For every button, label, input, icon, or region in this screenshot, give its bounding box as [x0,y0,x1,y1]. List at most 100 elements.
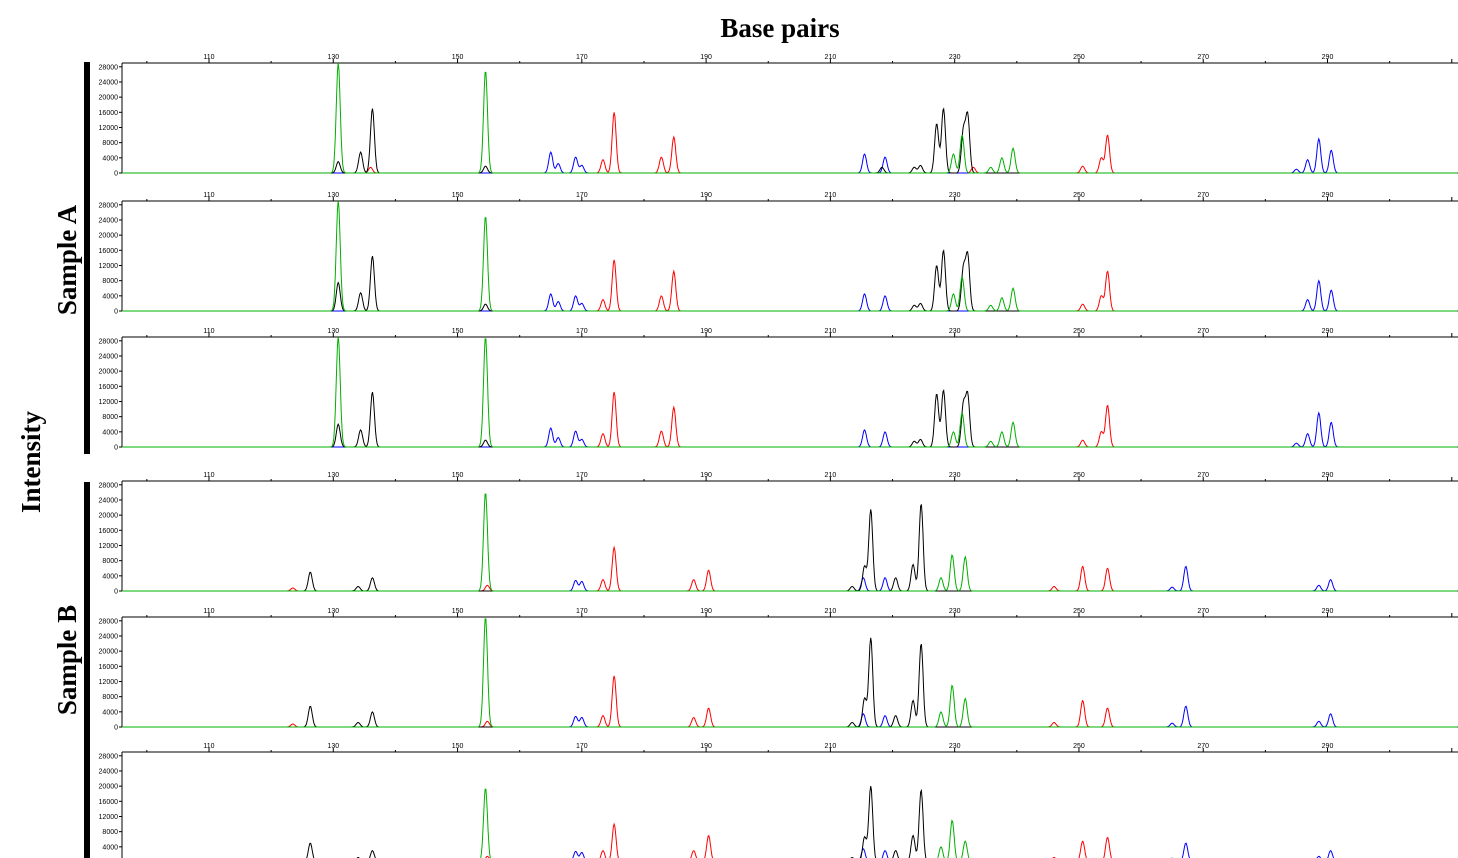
peak-point [962,134,963,135]
trace-red [122,545,1458,592]
peak-point [338,424,339,425]
x-tick-label: 290 [1322,743,1334,750]
peak-point [1012,288,1013,289]
peak-point [581,439,582,440]
peak-point [1107,405,1108,406]
x-tick-label: 270 [1197,608,1209,615]
peak-point [693,579,694,580]
y-tick-label: 28000 [99,202,119,209]
peak-point [575,580,576,581]
x-tick-label: 210 [825,328,837,335]
y-tick-label: 16000 [99,799,119,806]
peak-point [614,547,615,548]
y-tick-label: 28000 [99,618,119,625]
x-tick-label: 130 [327,608,339,615]
sample-b-bracket [84,482,90,858]
peak-point [372,711,373,712]
x-tick-label: 250 [1073,192,1085,199]
peak-point [661,295,662,296]
peak-point [485,70,486,71]
trace-black [122,504,1458,592]
y-axis-title: Intensity [16,410,46,513]
x-tick-label: 230 [949,472,961,479]
x-tick-label: 290 [1322,328,1334,335]
peak-point [485,616,486,617]
trace-black [122,637,1458,728]
y-tick-label: 16000 [99,248,119,255]
x-tick-label: 210 [825,54,837,61]
peak-point [708,570,709,571]
peak-point [485,492,486,493]
peak-point [358,586,359,587]
peak-point [863,713,864,714]
trace-blue [122,411,1458,448]
x-tick-label: 210 [825,608,837,615]
peak-point [943,390,944,391]
y-tick-label: 4000 [102,844,118,851]
peak-point [884,156,885,157]
peak-point [1082,440,1083,441]
y-tick-label: 28000 [99,482,119,489]
peak-point [965,841,966,842]
peak-point [962,412,963,413]
peak-point [360,429,361,430]
y-tick-label: 4000 [102,429,118,436]
peak-point [485,216,486,217]
peak-point [661,430,662,431]
peak-point [1082,304,1083,305]
peak-point [550,427,551,428]
sample-a-bracket [84,62,90,454]
peak-point [1296,169,1297,170]
x-tick-label: 250 [1073,54,1085,61]
x-tick-label: 190 [700,743,712,750]
peak-point [952,554,953,555]
x-tick-label: 190 [700,328,712,335]
peak-point [487,856,488,857]
peak-point [895,715,896,716]
x-tick-label: 150 [452,472,464,479]
peak-point [558,437,559,438]
peak-point [550,152,551,153]
trace-green [480,788,970,858]
y-tick-label: 20000 [99,784,119,791]
trace-blue [122,137,1458,174]
peak-point [943,250,944,251]
peak-point [1101,157,1102,158]
peak-point [1107,837,1108,838]
peak-point [1107,271,1108,272]
x-axis-title: Base pairs [720,13,839,43]
peak-point [581,165,582,166]
x-tick-label: 270 [1197,743,1209,750]
peak-point [921,503,922,504]
peak-point [1318,412,1319,413]
peak-point [967,116,968,117]
y-tick-label: 24000 [99,79,119,86]
peak-point [884,295,885,296]
panel-1: 0 4000 8000 12000 16000 20000 24000 28000 110 130… [99,54,1458,178]
peak-point [1082,166,1083,167]
trace-red [122,391,1458,448]
y-tick-label: 8000 [102,140,118,147]
peak-point [912,564,913,565]
panel-6: 0400080001200016000200002400028000110130… [99,743,1458,858]
x-tick-label: 230 [949,608,961,615]
peak-point [884,577,885,578]
x-tick-label: 130 [327,472,339,479]
peak-point [614,391,615,392]
y-tick-label: 8000 [102,694,118,701]
peak-point [602,579,603,580]
peak-point [1318,280,1319,281]
peak-point [338,62,339,63]
y-tick-label: 16000 [99,664,119,671]
x-tick-label: 170 [576,608,588,615]
y-tick-label: 12000 [99,263,119,270]
panel-2: 0 4000 8000 12000 16000 20000 24000 28000 110 130… [99,192,1458,316]
peak-point [1330,713,1331,714]
peak-point [1053,722,1054,723]
peak-point [914,441,915,442]
y-tick-label: 8000 [102,829,118,836]
peak-point [614,675,615,676]
peak-point [953,431,954,432]
y-tick-label: 8000 [102,278,118,285]
peak-point [965,556,966,557]
